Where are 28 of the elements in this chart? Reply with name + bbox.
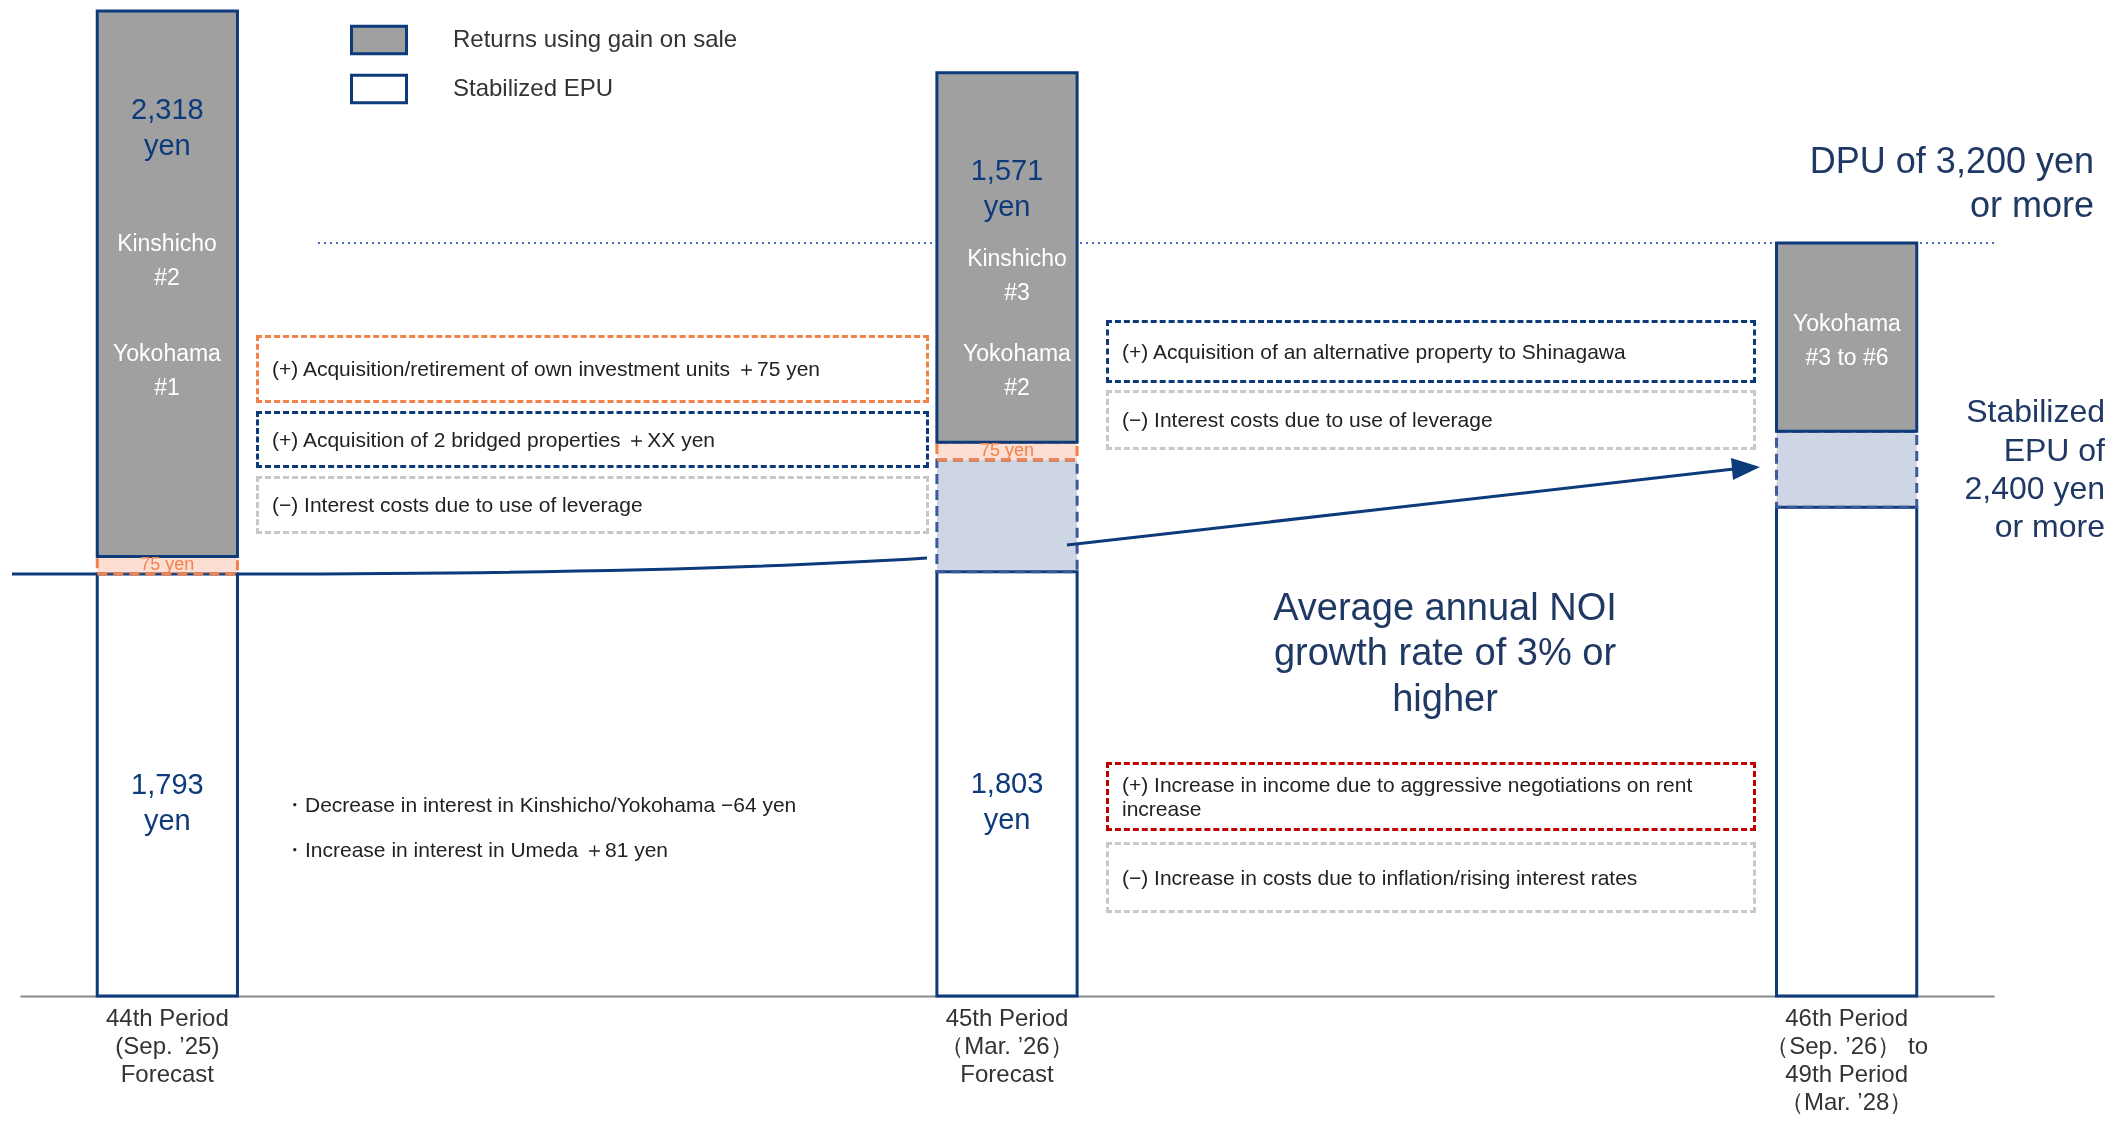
data-label: 75 yen [979, 440, 1035, 461]
x-tick-label: 45th Period（Mar. ’26） Forecast [940, 1003, 1074, 1087]
annotation: Yokohama #1 [112, 339, 222, 402]
annotation: Yokohama #3 to #6 [1792, 309, 1902, 372]
data-label: 1,803 yen [970, 766, 1044, 835]
annotation: Stabilized EPU of 2,400 yen or more [1963, 392, 2105, 547]
annotation: Kinshicho #3 [966, 244, 1068, 307]
data-label: 2,318 yen [131, 92, 204, 161]
bar [935, 458, 1079, 574]
bar [1775, 505, 1919, 998]
annotation: Average annual NOI growth rate of 3% or higher [1272, 584, 1618, 721]
bar [935, 71, 1079, 444]
bar [95, 9, 239, 558]
annotation: ・Decrease in interest in Kinshicho/Yokohama −64 yen [283, 792, 798, 818]
legend-label: Returns using gain on sale [453, 25, 738, 52]
data-label: 1,571 yen [970, 154, 1044, 223]
annotation: Kinshicho #2 [116, 229, 218, 292]
legend-label: Stabilized EPU [453, 74, 614, 101]
bar [1775, 241, 1919, 433]
data-label: 1,793 yen [131, 768, 204, 837]
bar [935, 570, 1079, 998]
x-tick-label: 44th Period (Sep. ’25) Forecast [105, 1003, 229, 1087]
ref-line-label: DPU of 3,200 yen or more [1809, 140, 2094, 226]
x-tick-label: 46th Period（Sep. ’26） to 49th Period（Mar. ’28） [1765, 1003, 1929, 1115]
data-label: 75 yen [140, 554, 195, 575]
annotation: ・Increase in interest in Umeda ＋81 yen [283, 837, 670, 863]
annotation: Yokohama #2 [962, 339, 1072, 402]
bar [95, 572, 239, 998]
